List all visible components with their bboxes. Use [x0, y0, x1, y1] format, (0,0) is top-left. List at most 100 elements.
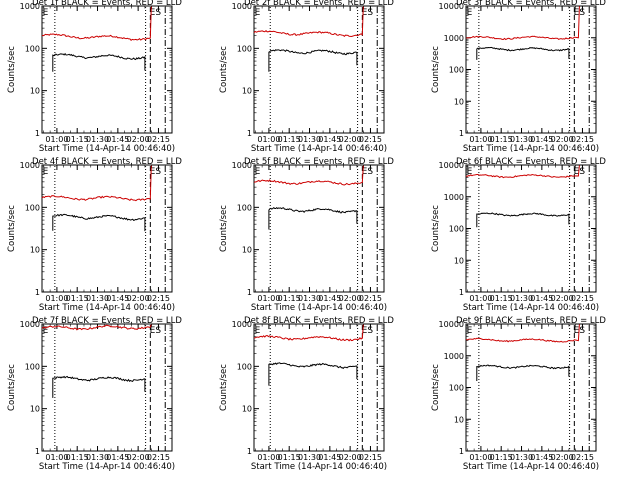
y-tick-label: 1 [247, 129, 252, 138]
x-tick-label: 02:00 [339, 294, 362, 303]
x-tick-label: 02:00 [551, 294, 574, 303]
y-tick-label: 100 [25, 362, 40, 371]
y-tick-label: 100 [237, 203, 252, 212]
y-tick-label: 1 [459, 129, 464, 138]
event-marker-label: E [467, 167, 473, 177]
x-axis-label: Start Time (14-Apr-14 00:46:40) [251, 303, 387, 313]
x-tick-label: 01:30 [510, 135, 533, 144]
y-tick-label: 10 [242, 87, 252, 96]
events-series-line [476, 212, 570, 228]
y-tick-label: 10000 [439, 320, 464, 329]
y-axis-label: Counts/sec [7, 364, 17, 411]
events-series-line [268, 362, 358, 386]
x-tick-label: 01:30 [298, 453, 321, 462]
detector-chart-7: Det 7f BLACK = Events, RED = LLD 1 10 100 10… [7, 316, 182, 472]
x-tick-label: 01:15 [66, 294, 89, 303]
y-tick-label: 10 [30, 87, 40, 96]
x-tick-label: 01:30 [86, 453, 109, 462]
y-axis-label: Counts/sec [431, 205, 441, 252]
chart-title: Det 8f BLACK = Events, RED = LLD [244, 316, 394, 326]
lld-series-line [253, 324, 364, 342]
events-series-line [476, 46, 570, 60]
event-marker-label: ES [362, 8, 374, 18]
x-axis-label: Start Time (14-Apr-14 00:46:40) [39, 462, 175, 472]
x-tick-label: 01:00 [469, 294, 492, 303]
x-tick-label: 02:15 [147, 294, 170, 303]
events-series-line [52, 375, 146, 398]
x-tick-label: 01:00 [257, 453, 280, 462]
y-axis-label: Counts/sec [7, 205, 17, 252]
y-axis-label: Counts/sec [219, 46, 229, 93]
x-tick-label: 01:30 [298, 294, 321, 303]
event-marker-label: ES [362, 326, 374, 336]
lld-series-line [41, 165, 152, 202]
x-tick-label: 02:00 [339, 453, 362, 462]
y-tick-label: 10 [454, 256, 464, 265]
x-tick-label: 02:15 [359, 453, 382, 462]
x-tick-label: 01:00 [469, 453, 492, 462]
x-tick-label: 01:45 [106, 135, 129, 144]
lld-series-line [465, 6, 580, 41]
x-tick-label: 01:30 [298, 135, 321, 144]
event-marker-label: ES [574, 326, 586, 336]
event-marker-label: ES [150, 167, 162, 177]
y-tick-label: 100 [25, 203, 40, 212]
lld-series-line [41, 324, 152, 331]
y-tick-label: 10 [454, 415, 464, 424]
y-axis-label: Counts/sec [431, 364, 441, 411]
y-tick-label: 10 [30, 405, 40, 414]
x-axis-label: Start Time (14-Apr-14 00:46:40) [39, 303, 175, 313]
x-tick-label: 02:15 [147, 453, 170, 462]
chart-title: Det 2f BLACK = Events, RED = LLD [244, 0, 394, 8]
event-marker-label: E [467, 8, 473, 18]
y-tick-label: 1000 [444, 34, 464, 43]
event-marker-label: E [255, 326, 261, 336]
chart-title: Det 6f BLACK = Events, RED = LLD [456, 157, 606, 167]
x-tick-label: 02:00 [551, 453, 574, 462]
x-tick-label: 01:15 [278, 135, 301, 144]
y-tick-label: 100 [237, 362, 252, 371]
y-axis-label: Counts/sec [7, 46, 17, 93]
x-tick-label: 01:15 [66, 135, 89, 144]
chart-title: Det 3f BLACK = Events, RED = LLD [456, 0, 606, 8]
y-tick-label: 1 [35, 129, 40, 138]
y-tick-label: 1000 [444, 193, 464, 202]
chart-title: Det 9f BLACK = Events, RED = LLD [456, 316, 606, 326]
y-axis-label: Counts/sec [219, 205, 229, 252]
detector-chart-5: Det 5f BLACK = Events, RED = LLD 1 10 100 10… [219, 157, 394, 313]
detector-chart-6: Det 6f BLACK = Events, RED = LLD 1 10 100 10… [431, 157, 606, 313]
x-tick-label: 01:45 [318, 294, 341, 303]
detector-chart-8: Det 8f BLACK = Events, RED = LLD 1 10 100 10… [219, 316, 394, 472]
plot-frame [465, 164, 597, 293]
x-tick-label: 01:00 [469, 135, 492, 144]
y-tick-label: 10 [30, 246, 40, 255]
y-tick-label: 1000 [20, 2, 40, 11]
events-series-line [268, 207, 358, 230]
x-tick-label: 01:15 [490, 294, 513, 303]
x-tick-label: 01:15 [490, 453, 513, 462]
y-tick-label: 1000 [444, 352, 464, 361]
x-tick-label: 02:00 [127, 294, 150, 303]
plot-frame [41, 5, 173, 134]
lld-series-line [41, 6, 152, 41]
y-tick-label: 100 [449, 384, 464, 393]
detector-chart-2: Det 2f BLACK = Events, RED = LLD 1 10 100 10… [219, 0, 394, 154]
y-tick-label: 1 [247, 447, 252, 456]
y-tick-label: 1 [35, 447, 40, 456]
x-tick-label: 02:15 [571, 135, 594, 144]
lld-series-line [253, 6, 364, 38]
x-axis-label: Start Time (14-Apr-14 00:46:40) [251, 462, 387, 472]
x-tick-label: 01:45 [530, 135, 553, 144]
lld-series-line [253, 165, 364, 186]
plot-frame [41, 164, 173, 293]
x-tick-label: 02:00 [551, 135, 574, 144]
event-marker-label: E [43, 167, 49, 177]
x-tick-label: 01:15 [66, 453, 89, 462]
y-tick-label: 1000 [232, 320, 252, 329]
x-tick-label: 01:00 [45, 453, 68, 462]
x-tick-label: 01:15 [278, 294, 301, 303]
detector-chart-4: Det 4f BLACK = Events, RED = LLD 1 10 100 10… [7, 157, 182, 313]
y-tick-label: 10 [242, 246, 252, 255]
x-tick-label: 02:15 [359, 294, 382, 303]
